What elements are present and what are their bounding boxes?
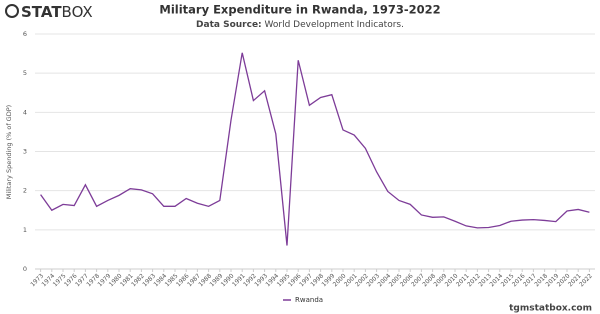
- y-tick-label: 3: [23, 148, 27, 156]
- source-url: tgmstatbox.com: [509, 304, 592, 314]
- y-tick-label: 2: [23, 187, 27, 195]
- y-tick-label: 0: [23, 265, 27, 273]
- y-tick-label: 4: [23, 108, 27, 116]
- series-line: [40, 52, 590, 246]
- y-axis-label: Military Spending (% of GDP): [5, 105, 13, 199]
- subtitle-label: Data Source:: [196, 20, 262, 30]
- x-tick-label: 2022: [578, 272, 594, 288]
- chart-subtitle: Data Source: World Development Indicator…: [196, 20, 404, 30]
- y-tick-label: 5: [23, 69, 27, 77]
- subtitle-text: World Development Indicators.: [265, 20, 404, 30]
- chart-title: Military Expenditure in Rwanda, 1973-202…: [159, 3, 440, 17]
- y-tick-label: 6: [23, 30, 27, 38]
- y-tick-label: 1: [23, 226, 27, 234]
- logo: STATBOX: [5, 3, 93, 21]
- logo-bold: STAT: [21, 3, 62, 21]
- legend-label: Rwanda: [295, 296, 323, 304]
- logo-light: BOX: [62, 3, 93, 21]
- logo-text: STATBOX: [21, 3, 93, 21]
- logo-icon: [5, 4, 19, 18]
